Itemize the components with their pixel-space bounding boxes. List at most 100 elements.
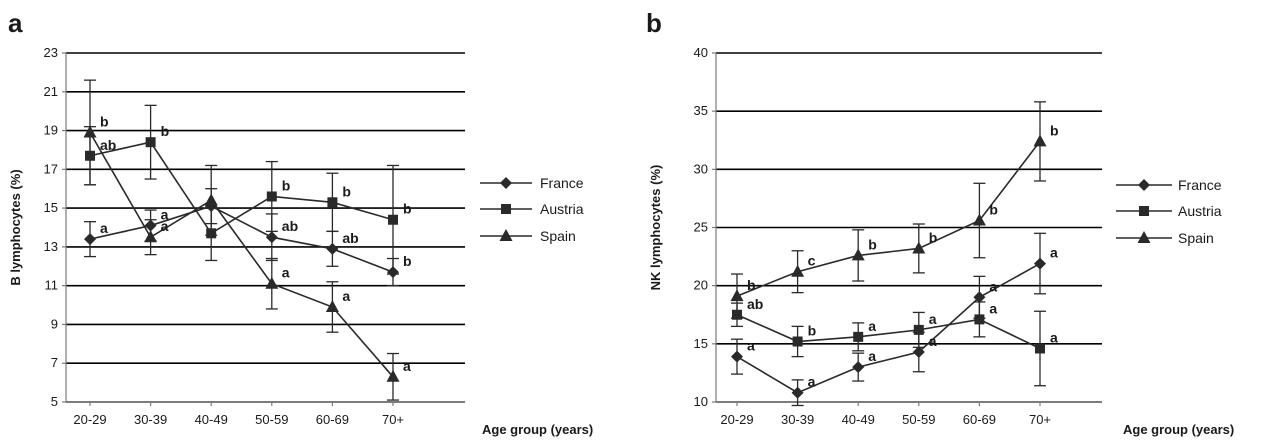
legend-label-spain: Spain	[1178, 230, 1214, 246]
x-axis-label: Age group (years)	[1123, 422, 1234, 437]
data-point-triangle	[325, 299, 339, 312]
data-point-triangle	[144, 230, 158, 243]
significance-label: a	[1050, 245, 1058, 261]
x-tick-label: 20-29	[73, 412, 106, 427]
y-tick-label: 21	[44, 84, 58, 99]
significance-label: b	[403, 201, 412, 217]
data-point-diamond	[84, 233, 96, 246]
significance-label: a	[161, 207, 169, 223]
y-tick-label: 11	[45, 278, 59, 293]
data-point-square	[266, 191, 277, 202]
data-point-triangle	[1033, 134, 1047, 147]
data-point-diamond	[731, 350, 743, 363]
x-tick-label: 30-39	[134, 412, 167, 427]
significance-label: ab	[100, 137, 116, 153]
significance-label: ab	[282, 218, 298, 234]
significance-label: b	[282, 177, 291, 193]
significance-label: b	[100, 113, 109, 129]
chart-panel-a: a 5 7 9 11 13 15 17 19 21 23 B lymphocytes (%) 20-29…	[8, 8, 593, 437]
series-line-france	[736, 262, 1041, 394]
y-tick-label: 25	[694, 220, 708, 235]
significance-label: a	[929, 311, 937, 327]
x-tick-label: 20-29	[720, 412, 753, 427]
data-point-diamond	[912, 345, 925, 358]
significance-label: b	[929, 229, 938, 245]
legend-marker-square	[501, 204, 511, 214]
data-point-square	[145, 137, 156, 148]
significance-label: a	[161, 218, 169, 234]
data-point-square	[974, 314, 985, 325]
significance-label: ab	[747, 296, 763, 312]
y-tick-label: 19	[44, 123, 58, 138]
y-tick-label: 9	[51, 316, 58, 331]
x-tick-label: 40-49	[842, 412, 875, 427]
data-point-diamond	[852, 361, 865, 374]
significance-label: ab	[342, 230, 358, 246]
y-tick-label: 15	[44, 200, 58, 215]
significance-label: b	[1050, 122, 1059, 138]
significance-label: a	[342, 288, 350, 304]
y-axis-label: NK lymphocytes (%)	[648, 165, 663, 291]
significance-label: a	[282, 265, 290, 281]
series-line-france	[89, 205, 394, 273]
significance-label: a	[989, 278, 997, 294]
legend: France Austria Spain	[1116, 177, 1222, 246]
data-point-diamond	[1034, 257, 1046, 270]
significance-label: a	[403, 358, 411, 374]
series-line-spain	[736, 140, 1041, 297]
data-point-square	[388, 214, 398, 225]
y-tick-label: 30	[694, 161, 708, 176]
y-tick-label: 23	[44, 45, 58, 60]
x-tick-label: 60-69	[316, 412, 349, 427]
x-tick-label: 50-59	[255, 412, 288, 427]
y-tick-label: 20	[694, 278, 708, 293]
significance-label: a	[929, 333, 937, 349]
x-tick-label: 40-49	[195, 412, 228, 427]
significance-label: b	[808, 323, 817, 339]
legend-marker-triangle	[1137, 231, 1151, 243]
significance-label: a	[868, 348, 876, 364]
significance-label: a	[747, 338, 755, 354]
y-tick-label: 35	[694, 103, 708, 118]
y-tick-label: 5	[51, 394, 58, 409]
significance-label: a	[989, 300, 997, 316]
data-point-triangle	[83, 125, 97, 138]
significance-label: a	[808, 374, 816, 390]
legend-marker-diamond	[1138, 179, 1150, 191]
significance-label: b	[747, 277, 756, 293]
y-tick-label: 10	[694, 394, 708, 409]
significance-label: b	[342, 183, 351, 199]
x-tick-label: 60-69	[963, 412, 996, 427]
data-point-diamond	[265, 231, 278, 244]
data-point-square	[792, 336, 803, 347]
data-point-triangle	[730, 289, 744, 302]
panel-letter: b	[646, 8, 662, 38]
legend-label-spain: Spain	[540, 228, 576, 244]
x-tick-label: 70+	[382, 412, 404, 427]
data-point-triangle	[265, 276, 279, 289]
legend: France Austria Spain	[480, 175, 584, 244]
data-point-triangle	[851, 248, 865, 261]
y-tick-label: 13	[44, 239, 58, 254]
legend-label-france: France	[1178, 177, 1222, 193]
data-point-triangle	[791, 264, 805, 277]
data-point-triangle	[204, 193, 218, 206]
y-tick-label: 17	[44, 161, 58, 176]
series-line-austria	[89, 141, 394, 235]
data-point-diamond	[791, 386, 804, 399]
data-point-square	[913, 324, 924, 335]
series-spain: b c b b b b	[730, 101, 1059, 319]
data-point-square	[327, 197, 338, 208]
data-point-diamond	[973, 291, 986, 304]
y-tick-label: 7	[51, 355, 58, 370]
y-axis-label: B lymphocytes (%)	[8, 169, 23, 285]
significance-label: a	[100, 220, 108, 236]
legend-marker-square	[1139, 206, 1149, 216]
significance-label: b	[403, 253, 412, 269]
y-tick-label: 40	[694, 45, 708, 60]
legend-label-austria: Austria	[540, 201, 584, 217]
significance-label: a	[868, 318, 876, 334]
